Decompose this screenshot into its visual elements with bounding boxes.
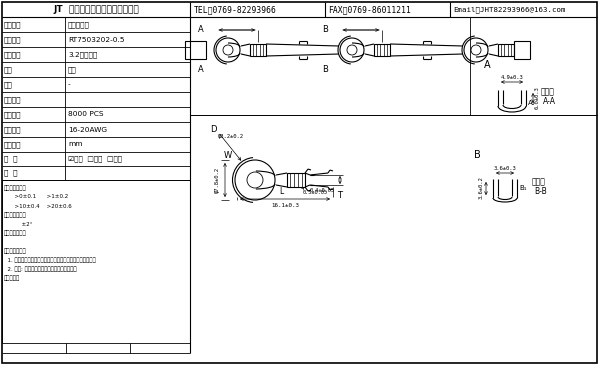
Text: -: - — [68, 81, 71, 88]
Text: 3.2环型端子: 3.2环型端子 — [68, 51, 97, 58]
Text: 产品型号: 产品型号 — [4, 36, 22, 43]
Text: B: B — [473, 150, 481, 160]
Text: 颜色: 颜色 — [4, 81, 13, 88]
Text: 2. 外观: 本体不可有损伤、刮痕及氧化現象。: 2. 外观: 本体不可有损伤、刮痕及氧化現象。 — [4, 266, 77, 272]
Text: TEL：0769-82293966: TEL：0769-82293966 — [194, 5, 277, 14]
Text: φ3.2±0.2: φ3.2±0.2 — [218, 134, 244, 139]
Text: 16.1±0.3: 16.1±0.3 — [271, 203, 299, 208]
Text: 0.5±0.05: 0.5±0.05 — [303, 189, 328, 195]
Text: A₁: A₁ — [528, 100, 536, 106]
Text: FAX：0769-86011211: FAX：0769-86011211 — [328, 5, 411, 14]
Text: JT  东莞市久腾五金电子有限公司: JT 东莞市久腾五金电子有限公司 — [53, 5, 139, 14]
Text: 3.6±0.2: 3.6±0.2 — [479, 177, 484, 199]
Text: 物料编号: 物料编号 — [4, 51, 22, 58]
Text: B: B — [322, 26, 328, 35]
Text: A: A — [198, 26, 204, 35]
Text: 一、尺寸公差：: 一、尺寸公差： — [4, 185, 27, 191]
Text: 处  理: 处 理 — [4, 170, 17, 176]
Text: 四、检查项目：: 四、检查项目： — [4, 248, 27, 254]
Text: 材质: 材质 — [4, 66, 13, 73]
Bar — [498, 44, 514, 56]
Text: A-A: A-A — [543, 97, 556, 107]
Text: 文件名称: 文件名称 — [4, 21, 22, 28]
Text: 剖面图: 剖面图 — [541, 88, 555, 96]
Text: ±2°: ±2° — [4, 222, 32, 227]
Text: φ7.8±0.2: φ7.8±0.2 — [215, 167, 220, 193]
Text: mm: mm — [68, 142, 83, 147]
Text: 1. 尺寸需要用量测量检核。（量测单位须清楚文字看清楚）: 1. 尺寸需要用量测量检核。（量测单位须清楚文字看清楚） — [4, 257, 96, 263]
Text: ☑镀锡  □素材  □镀镍: ☑镀锡 □素材 □镀镍 — [68, 156, 122, 162]
Text: B₁: B₁ — [519, 185, 527, 191]
Text: 3.6±0.3: 3.6±0.3 — [494, 166, 517, 171]
Text: B-B: B-B — [534, 188, 547, 196]
Text: RT7503202-0.5: RT7503202-0.5 — [68, 36, 125, 42]
Text: D: D — [210, 126, 217, 134]
Text: Email：JHT82293966@163.com: Email：JHT82293966@163.com — [453, 6, 566, 13]
Text: 包装数量: 包装数量 — [4, 111, 22, 118]
Text: 适用电线: 适用电线 — [4, 126, 22, 133]
Text: 尺寸单位: 尺寸单位 — [4, 141, 22, 148]
Text: 产品规格表: 产品规格表 — [68, 21, 90, 28]
Text: 黄铜: 黄铜 — [68, 66, 77, 73]
Text: T: T — [337, 191, 343, 200]
Bar — [374, 44, 390, 56]
Text: A: A — [198, 65, 204, 74]
Text: 16-20AWG: 16-20AWG — [68, 127, 107, 132]
Text: B: B — [322, 65, 328, 74]
Text: 二、角度公差：: 二、角度公差： — [4, 212, 27, 218]
Text: W: W — [224, 150, 232, 160]
Text: 配合公嗝: 配合公嗝 — [4, 96, 22, 103]
Text: 剖面图: 剖面图 — [532, 177, 546, 187]
Bar — [287, 173, 305, 187]
Text: >10±0.4    >20±0.6: >10±0.4 >20±0.6 — [4, 204, 72, 208]
Text: 表  面: 表 面 — [4, 156, 17, 162]
Text: 0.4±0.05: 0.4±0.05 — [310, 188, 335, 193]
Text: 三、适用范围：: 三、适用范围： — [4, 230, 27, 236]
Text: 4.9±0.3: 4.9±0.3 — [500, 75, 523, 80]
Text: 五、备注：: 五、备注： — [4, 275, 20, 281]
Bar — [514, 41, 530, 59]
Text: A: A — [484, 60, 490, 70]
Text: L: L — [280, 187, 284, 196]
Text: >0±0.1      >1±0.2: >0±0.1 >1±0.2 — [4, 195, 68, 200]
Text: 6.0±0.3: 6.0±0.3 — [535, 87, 540, 110]
Bar — [185, 41, 206, 59]
Text: 8000 PCS: 8000 PCS — [68, 111, 104, 118]
Bar — [250, 44, 266, 56]
